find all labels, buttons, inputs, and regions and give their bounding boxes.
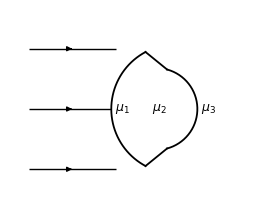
- Text: $\mu_3$: $\mu_3$: [201, 102, 216, 116]
- Text: $\mu_1$: $\mu_1$: [115, 102, 130, 116]
- Text: $\mu_2$: $\mu_2$: [152, 102, 167, 116]
- Polygon shape: [111, 52, 197, 166]
